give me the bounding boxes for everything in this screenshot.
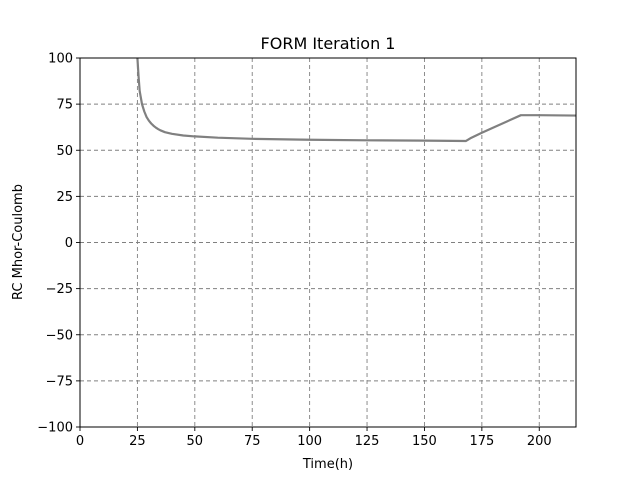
x-tick-label: 175 [469,434,494,449]
y-tick-label: 25 [56,190,73,205]
x-tick-label: 100 [297,434,322,449]
x-tick-label: 0 [76,434,84,449]
y-tick-label: 75 [56,98,73,113]
chart-title: FORM Iteration 1 [261,34,396,53]
y-tick-label: 100 [48,52,73,67]
x-tick-label: 75 [244,434,261,449]
y-axis: 100 75 50 25 0 −25 −50 −75 −100 [37,52,80,436]
x-axis-label: Time(h) [302,457,353,472]
x-tick-label: 200 [527,434,552,449]
x-tick-label: 25 [129,434,146,449]
grid [79,57,576,428]
x-axis: 0 25 50 75 100 125 150 175 200 [76,427,552,449]
x-tick-label: 50 [187,434,204,449]
series-layer [136,57,577,143]
y-axis-label: RC Mhor-Coulomb [11,184,26,300]
y-tick-label: 50 [56,144,73,159]
x-tick-label: 150 [412,434,437,449]
y-tick-label: 0 [65,236,73,251]
y-tick-label: −75 [46,374,73,389]
y-tick-label: −25 [46,282,73,297]
y-tick-label: −100 [37,421,73,436]
x-tick-label: 125 [355,434,380,449]
y-tick-label: −50 [46,328,73,343]
series-line [136,57,577,143]
